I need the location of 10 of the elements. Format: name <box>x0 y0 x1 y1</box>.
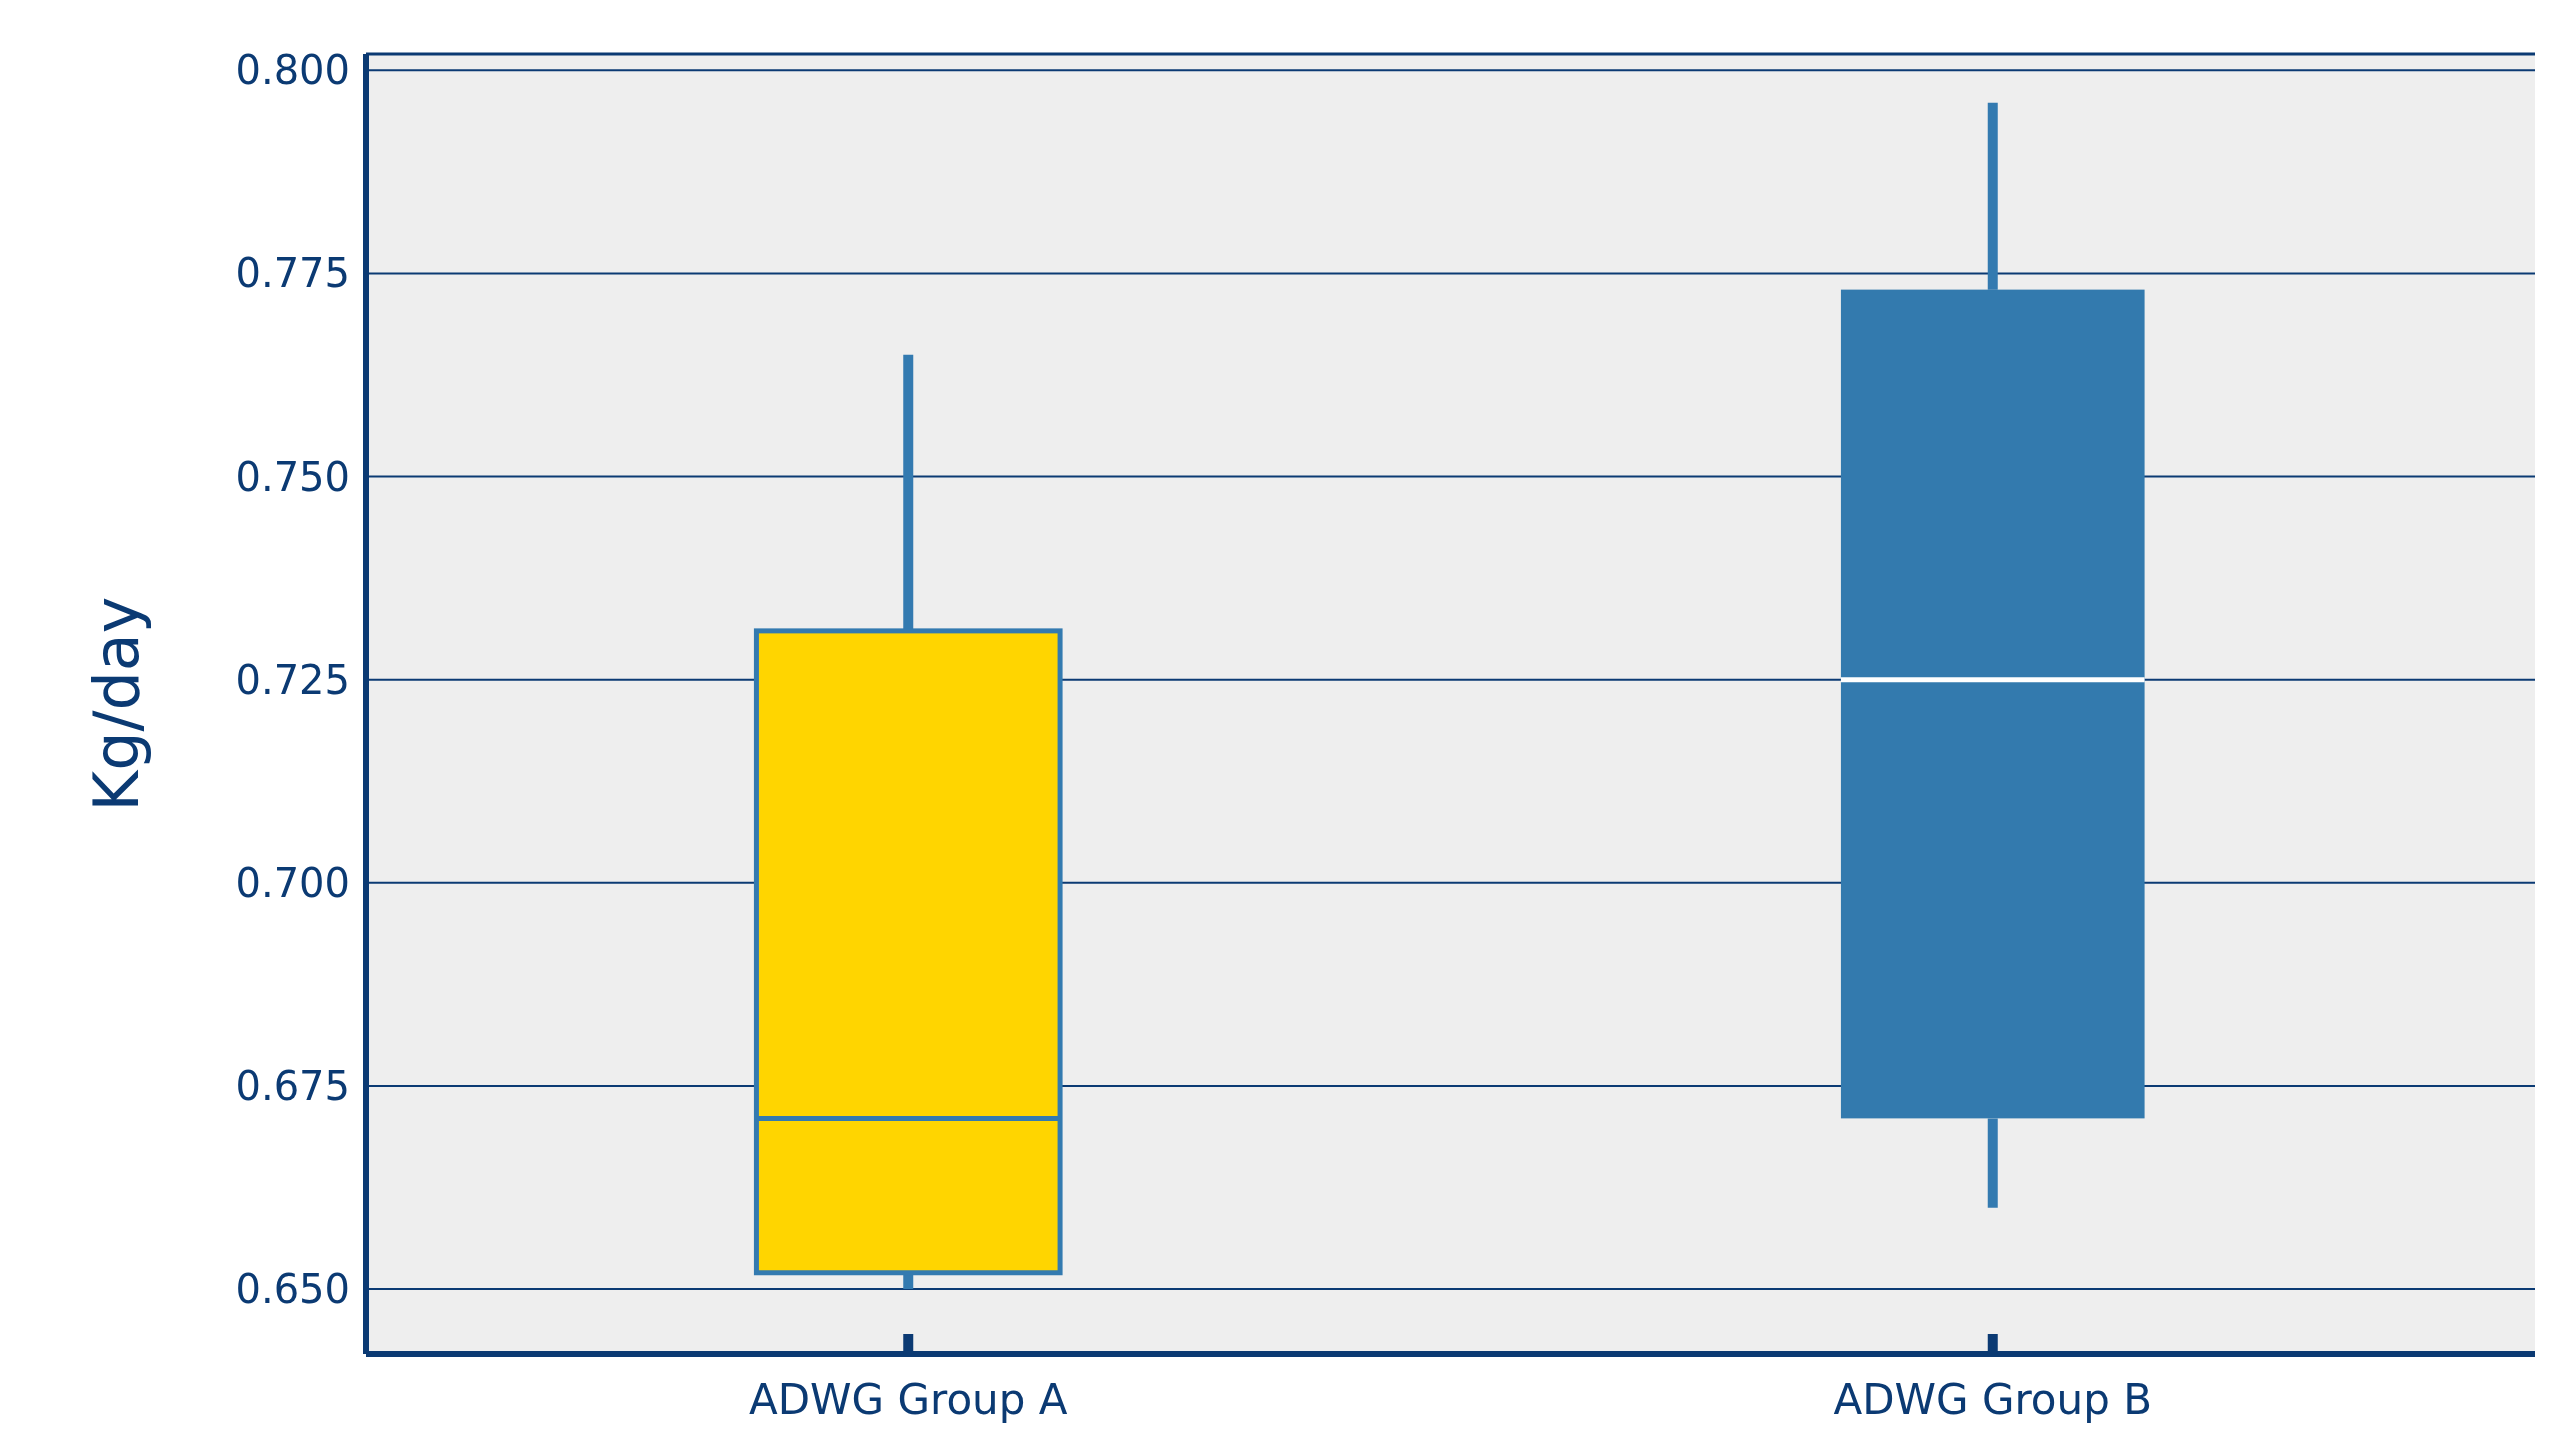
y-axis-title: Kg/day <box>80 596 153 812</box>
y-tick-label: 0.675 <box>235 1062 350 1109</box>
y-tick-label: 0.800 <box>235 47 350 94</box>
y-tick-label: 0.750 <box>235 453 350 500</box>
x-tick-label: ADWG Group B <box>1833 1375 2153 1424</box>
y-tick-label: 0.775 <box>235 250 350 297</box>
x-tick-label: ADWG Group A <box>749 1375 1068 1424</box>
y-tick-label: 0.700 <box>235 859 350 906</box>
y-tick-label: 0.725 <box>235 656 350 703</box>
y-tick-label: 0.650 <box>235 1266 350 1312</box>
